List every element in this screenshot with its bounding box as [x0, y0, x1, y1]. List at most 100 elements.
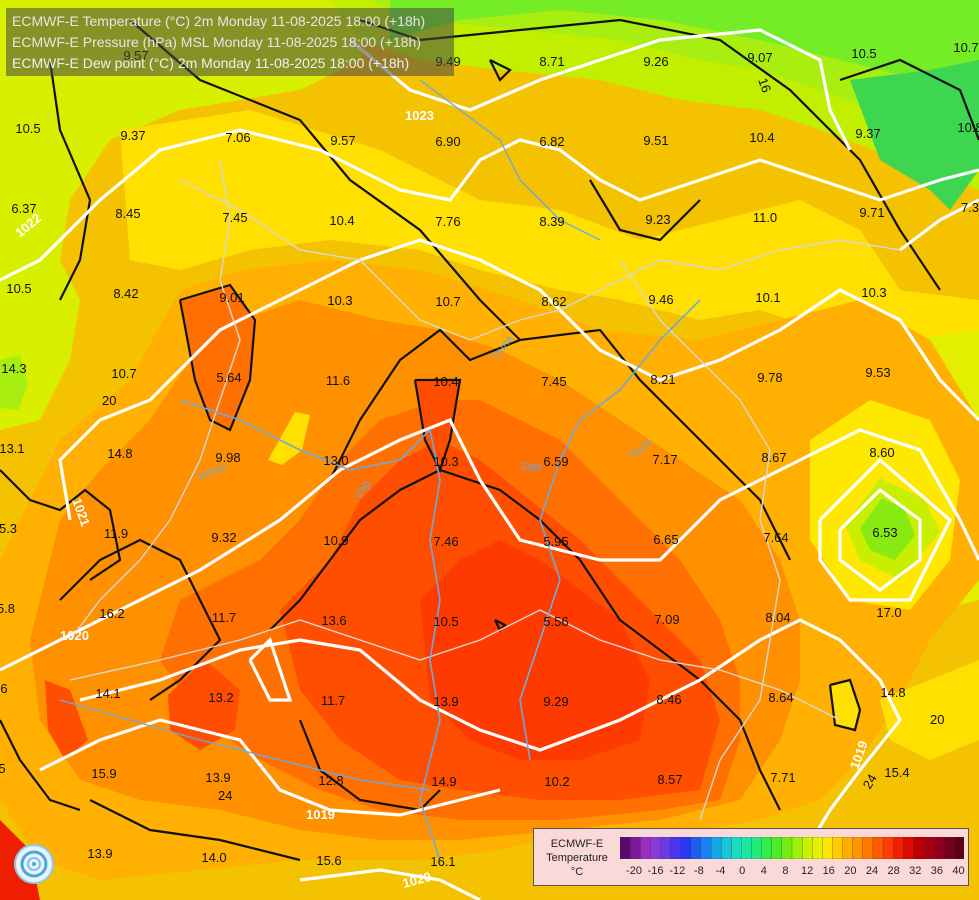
dewpoint-value: 10.7 [435, 294, 460, 309]
dewpoint-value: 6.53 [872, 525, 897, 540]
dewpoint-value: 6.37 [11, 201, 36, 216]
isoline-16 [489, 59, 512, 82]
legend-tick-label: 16 [822, 865, 835, 877]
dewpoint-value: 6 [0, 681, 7, 696]
isobar-1020 [0, 417, 979, 672]
dewpoint-value: 7.17 [652, 452, 677, 467]
dewpoint-value: 17.0 [876, 605, 901, 620]
dewpoint-value: 9.57 [330, 133, 355, 148]
dewpoint-value: 8.60 [869, 445, 894, 460]
dewpoint-value: 6.90 [435, 134, 460, 149]
river-tisza [519, 299, 701, 761]
temp-band-20-northband [120, 110, 979, 340]
temperature-legend: ECMWF-E Temperature °C -20 -16 -12 -8 -4 0 4 8 1… [533, 828, 969, 886]
dewpoint-value: 9.01 [219, 290, 244, 305]
dewpoint-value: 5.64 [216, 370, 241, 385]
dewpoint-value: 13.9 [87, 846, 112, 861]
isobar-label: 1020 [60, 628, 89, 643]
dewpoint-value: 12.8 [318, 773, 343, 788]
dewpoint-value: 10.7 [111, 366, 136, 381]
dewpoint-value: 15.4 [884, 765, 909, 780]
legend-color-swatch [690, 837, 702, 859]
title-dewpoint: ECMWF-E Dew point (°C) 2m Monday 11-08-2… [12, 55, 410, 71]
dewpoint-value: 10.5 [15, 121, 40, 136]
legend-tick-labels: -20 -16 -12 -8 -4 0 4 8 12 16 20 24 28 32 36 40 [620, 865, 965, 881]
dewpoint-value: 9.32 [211, 530, 236, 545]
legend-color-swatch [640, 837, 652, 859]
dewpoint-value: 8.04 [765, 610, 790, 625]
isoline-17 [494, 619, 507, 632]
isoline-14 [0, 469, 122, 581]
dewpoint-value: 9.98 [215, 450, 240, 465]
dewpoint-value: 13.9 [433, 694, 458, 709]
isobar-label: 1020 [401, 869, 433, 891]
legend-color-swatch [741, 837, 753, 859]
dewpoint-value: 11.9 [104, 526, 128, 541]
dewpoint-value: 10.4 [329, 213, 354, 228]
dewpoint-value: 8.21 [650, 372, 675, 387]
isobar-northeast-loop [899, 198, 979, 252]
dewpoint-value: 9.78 [757, 370, 782, 385]
legend-tick-label: 20 [844, 865, 857, 877]
legend-color-swatch [882, 837, 894, 859]
legend-tick-label: 32 [909, 865, 922, 877]
dewpoint-value: 9.26 [643, 54, 668, 69]
temp-cool-pocket-west [268, 412, 310, 465]
dewpoint-value: 16.1 [430, 854, 455, 869]
dewpoint-value: 9.71 [859, 205, 884, 220]
isobar-1020b [299, 868, 481, 900]
dewpoint-value: 14.9 [431, 774, 456, 789]
dewpoint-value: 8.39 [539, 214, 564, 229]
isoline-10 [298, 719, 441, 812]
dewpoint-value: 13.9 [205, 770, 230, 785]
dewpoint-value: 11.7 [212, 610, 236, 625]
dewpoint-value: 7.71 [770, 770, 795, 785]
dewpoint-value: 8.62 [541, 294, 566, 309]
dewpoint-value: 13.6 [321, 613, 346, 628]
dewpoint-value: 10.8 [957, 120, 979, 135]
legend-color-swatch [620, 837, 631, 859]
legend-tick-label: -16 [647, 865, 664, 877]
legend-tick-label: 40 [952, 865, 965, 877]
dewpoint-value: 5.8 [0, 601, 15, 616]
dewpoint-value: 11.7 [321, 693, 345, 708]
legend-color-swatch [852, 837, 864, 859]
country-border-west [69, 159, 241, 641]
title-pressure: ECMWF-E Pressure (hPa) MSL Monday 11-08-… [12, 34, 421, 50]
legend-tick-label: -4 [715, 865, 726, 877]
legend-color-swatch [650, 837, 662, 859]
dewpoint-value: 8.67 [761, 450, 786, 465]
country-border-south [69, 609, 841, 721]
temp-warm-pocket-southwest [45, 680, 88, 760]
dewpoint-value: 10.3 [327, 293, 352, 308]
isoline-6 [329, 328, 521, 481]
isoline-15 [0, 719, 81, 812]
dewpoint-value: 13.2 [208, 690, 233, 705]
legend-tick-label: 12 [800, 865, 814, 877]
temp-cool-core-east-inner [860, 498, 915, 560]
temp-cool-pocket-far-west [0, 355, 28, 410]
isobar-east-loop-outer [818, 457, 952, 602]
isoline-1 [48, 59, 92, 301]
legend-color-swatch [781, 837, 793, 859]
dewpoint-value: 7.45 [222, 210, 247, 225]
isobars [0, 28, 979, 900]
legend-tick-label: 0 [739, 865, 746, 877]
temp-band-10-northeast [850, 60, 979, 210]
legend-tick-label: 28 [887, 865, 900, 877]
dewpoint-value: 7.3 [961, 200, 979, 215]
dewpoint-value: 14.0 [201, 850, 226, 865]
temp-band-12-northeast [390, 0, 979, 110]
isotherm-label: 20 [102, 393, 116, 408]
dewpoint-value: 7.64 [763, 530, 788, 545]
provider-logo [14, 844, 54, 884]
dewpoint-value: 10.4 [749, 130, 774, 145]
dewpoint-value: 10.2 [544, 774, 569, 789]
legend-color-swatch [822, 837, 834, 859]
legend-color-swatch [660, 837, 672, 859]
dewpoint-value: 8.71 [539, 54, 564, 69]
dewpoint-value: 10.4 [433, 374, 458, 389]
legend-color-swatch [801, 837, 813, 859]
legend-color-swatch [893, 837, 904, 859]
isoline-12 [828, 678, 862, 732]
